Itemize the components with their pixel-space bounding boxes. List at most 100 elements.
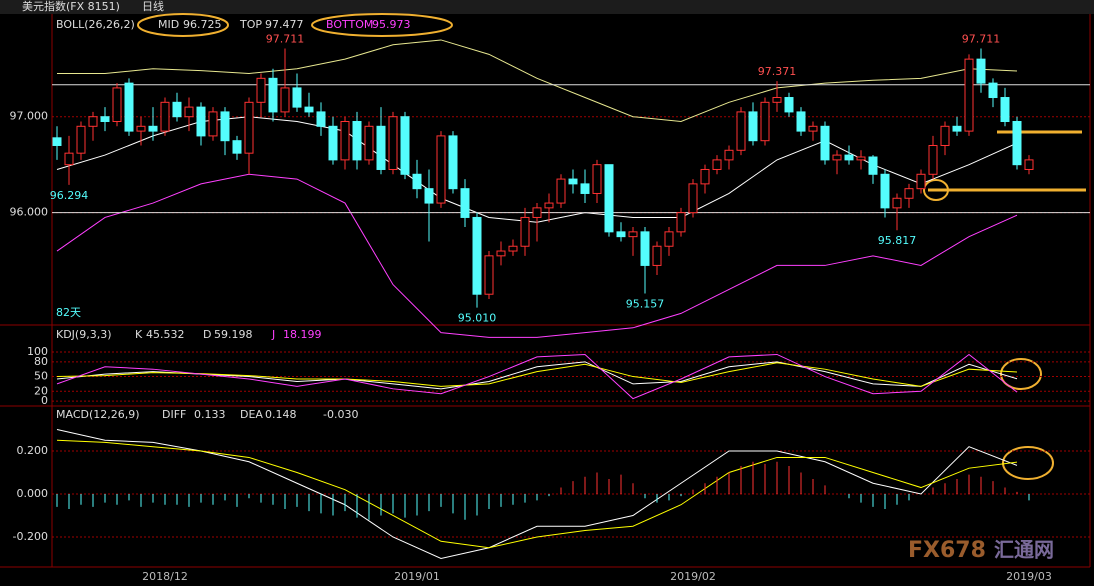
price-annotation: 96.294 xyxy=(50,189,89,202)
candle-body xyxy=(424,188,434,204)
instrument-title: 美元指数(FX 8151) xyxy=(22,0,120,13)
legend-value: 96.725 xyxy=(183,18,222,31)
legend-value: 45.532 xyxy=(146,328,185,341)
indicator-name: BOLL(26,26,2) xyxy=(56,18,135,31)
indicator-line xyxy=(56,361,1018,390)
x-tick-label: 2019/01 xyxy=(394,570,440,583)
legend-name: D xyxy=(203,328,211,341)
legend-name: MID xyxy=(158,18,179,31)
candle-body xyxy=(184,106,194,118)
candle-body xyxy=(364,125,374,161)
indicator-line xyxy=(57,39,1018,123)
candle-body xyxy=(52,137,62,146)
highlight-ellipse xyxy=(923,179,949,201)
price-annotation: 95.157 xyxy=(626,298,665,311)
span-label: 82天 xyxy=(56,306,81,319)
candle-body xyxy=(916,173,926,190)
legend-name: DEA xyxy=(240,408,263,421)
candle-body xyxy=(88,116,98,127)
candle-body xyxy=(976,58,986,84)
candle-body xyxy=(556,178,566,204)
candle-body xyxy=(208,111,218,137)
candle-body xyxy=(832,154,842,161)
legend-name: K xyxy=(135,328,143,341)
candle-body xyxy=(628,231,638,238)
legend-name: DIFF xyxy=(162,408,186,421)
candle-body xyxy=(964,58,974,132)
candle-body xyxy=(136,125,146,132)
candle-body xyxy=(472,216,482,295)
legend-value: 97.477 xyxy=(265,18,304,31)
candle-body xyxy=(520,216,530,247)
candle-body xyxy=(724,149,734,161)
candle-body xyxy=(928,144,938,175)
legend-name: TOP xyxy=(239,18,262,31)
candle-body xyxy=(400,116,410,175)
y-tick-label: 96.000 xyxy=(10,206,49,219)
candle-body xyxy=(280,87,290,113)
candle-body xyxy=(268,77,278,113)
candle-body xyxy=(172,101,182,118)
x-tick-label: 2019/03 xyxy=(1006,570,1052,583)
candle-body xyxy=(508,245,518,252)
legend-name: BOTTOM xyxy=(326,18,373,31)
legend-value: -0.030 xyxy=(323,408,358,421)
highlight-ellipse xyxy=(137,13,229,37)
candle-body xyxy=(868,156,878,175)
candle-body xyxy=(904,188,914,199)
candle-body xyxy=(544,202,554,209)
legend-value: 59.198 xyxy=(214,328,253,341)
candle-body xyxy=(880,173,890,209)
y-tick-label: 80 xyxy=(34,355,48,368)
highlight-ellipse xyxy=(1002,446,1054,480)
legend-value: 0.148 xyxy=(265,408,297,421)
candle-body xyxy=(436,135,446,204)
x-tick-label: 2019/02 xyxy=(670,570,716,583)
indicator-line xyxy=(56,353,1018,400)
candle-body xyxy=(292,87,302,108)
candle-body xyxy=(64,152,74,166)
candle-body xyxy=(484,255,494,295)
candle-body xyxy=(232,140,242,154)
candle-body xyxy=(316,111,326,127)
candle-body xyxy=(340,121,350,161)
indicator-line xyxy=(56,429,1018,560)
candle-body xyxy=(352,121,362,161)
candle-body xyxy=(388,116,398,170)
candle-body xyxy=(496,250,506,257)
legend-value: 95.973 xyxy=(372,18,411,31)
period[interactable]: 日线 xyxy=(142,0,164,13)
candle-body xyxy=(256,77,266,103)
legend-value: 18.199 xyxy=(283,328,322,341)
candle-body xyxy=(760,101,770,142)
price-annotation: 97.371 xyxy=(758,65,797,78)
candle-body xyxy=(940,125,950,146)
candle-body xyxy=(244,101,254,154)
candle-body xyxy=(772,97,782,103)
legend-value: 0.133 xyxy=(194,408,226,421)
candle-body xyxy=(196,106,206,137)
price-annotation: 95.010 xyxy=(458,312,497,325)
candle-body xyxy=(592,164,602,194)
price-annotation: 97.711 xyxy=(266,32,305,45)
y-tick-label: 0.000 xyxy=(17,487,49,500)
legend-name: J xyxy=(271,328,275,341)
x-tick-label: 2018/12 xyxy=(142,570,188,583)
candle-body xyxy=(796,111,806,132)
candle-body xyxy=(448,135,458,190)
candle-body xyxy=(220,111,230,142)
candle-body xyxy=(952,125,962,132)
candle-body xyxy=(460,188,470,218)
candle-body xyxy=(712,159,722,170)
candle-body xyxy=(100,116,110,123)
candle-body xyxy=(808,125,818,132)
price-annotation: 97.711 xyxy=(962,32,1001,45)
candle-body xyxy=(736,111,746,151)
candle-body xyxy=(304,106,314,113)
indicator-line xyxy=(56,362,1018,387)
candle-body xyxy=(616,231,626,238)
y-tick-label: 0 xyxy=(41,394,48,407)
candle-body xyxy=(844,154,854,161)
candle-body xyxy=(640,231,650,266)
